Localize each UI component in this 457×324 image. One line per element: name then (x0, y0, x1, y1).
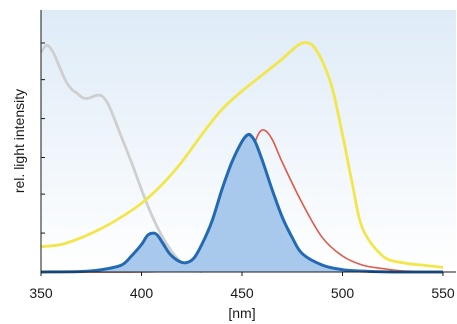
x-tick-label: 550 (431, 285, 455, 301)
gray-absorption-line (39, 43, 203, 274)
x-tick-label: 500 (331, 285, 355, 301)
blue-emission-line (40, 132, 443, 274)
x-tick-label: 450 (230, 285, 254, 301)
x-tick-label: 350 (29, 285, 53, 301)
yellow-emission-line (40, 41, 444, 269)
x-tick-label: 400 (130, 285, 154, 301)
y-axis-label: rel. light intensity (11, 89, 27, 193)
x-axis-label: [nm] (228, 305, 255, 321)
blue-emission-area (41, 134, 443, 272)
series-layer (39, 41, 444, 274)
axes-layer: 350 400 450 500 550 (29, 10, 456, 301)
